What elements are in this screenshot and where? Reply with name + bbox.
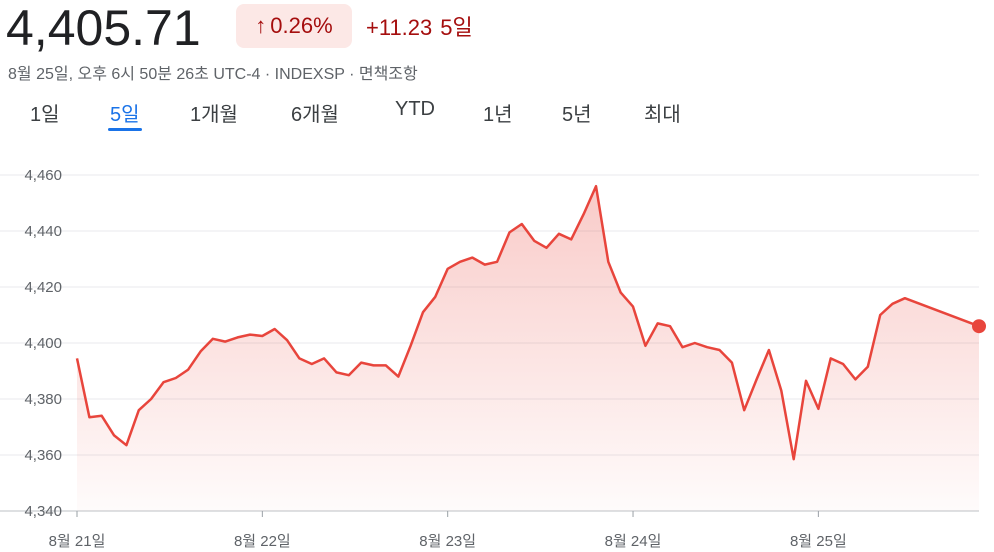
y-tick-label: 4,400 <box>24 335 62 352</box>
y-tick-label: 4,380 <box>24 391 62 408</box>
absolute-change-value: +11.23 <box>366 15 433 40</box>
tab-1-day[interactable]: 1일 <box>30 104 60 126</box>
absolute-change: +11.23 5일 <box>366 10 473 42</box>
last-price-marker <box>972 319 986 334</box>
percent-change-badge: ↑ 0.26% <box>236 4 352 48</box>
y-tick-label: 4,440 <box>24 223 62 240</box>
tab-ytd[interactable]: YTD <box>395 98 435 120</box>
current-price: 4,405.71 <box>6 0 201 56</box>
change-period: 5일 <box>440 15 473 40</box>
tab-5-year[interactable]: 5년 <box>562 104 592 126</box>
percent-change-value: 0.26% <box>270 13 333 38</box>
price-line <box>75 184 980 461</box>
quote-meta: 8월 25일, 오후 6시 50분 26초 UTC-4 · INDEXSP · … <box>8 66 418 83</box>
tab-1-month[interactable]: 1개월 <box>190 104 238 126</box>
y-tick-label: 4,420 <box>24 279 62 296</box>
price-area-fill <box>77 186 979 511</box>
x-tick-label: 8월 22일 <box>234 533 291 550</box>
tab-1-year[interactable]: 1년 <box>483 104 513 126</box>
range-tabs: 1일 5일 1개월 6개월 YTD 1년 5년 최대 <box>0 98 994 132</box>
price-chart[interactable]: 4,340 4,360 4,380 4,400 4,420 4,440 4,460 8월 2… <box>0 140 994 552</box>
tab-max[interactable]: 최대 <box>644 104 681 126</box>
arrow-up-icon: ↑ <box>255 13 267 38</box>
y-tick-label: 4,340 <box>24 503 62 520</box>
x-tick-label: 8월 24일 <box>605 533 662 550</box>
tab-5-day[interactable]: 5일 <box>108 98 142 131</box>
x-tick-label: 8월 21일 <box>49 533 106 550</box>
y-tick-label: 4,460 <box>24 167 62 184</box>
tab-6-month[interactable]: 6개월 <box>291 104 339 126</box>
x-tick-label: 8월 23일 <box>419 533 476 550</box>
y-tick-label: 4,360 <box>24 447 62 464</box>
x-tick-label: 8월 25일 <box>790 533 847 550</box>
